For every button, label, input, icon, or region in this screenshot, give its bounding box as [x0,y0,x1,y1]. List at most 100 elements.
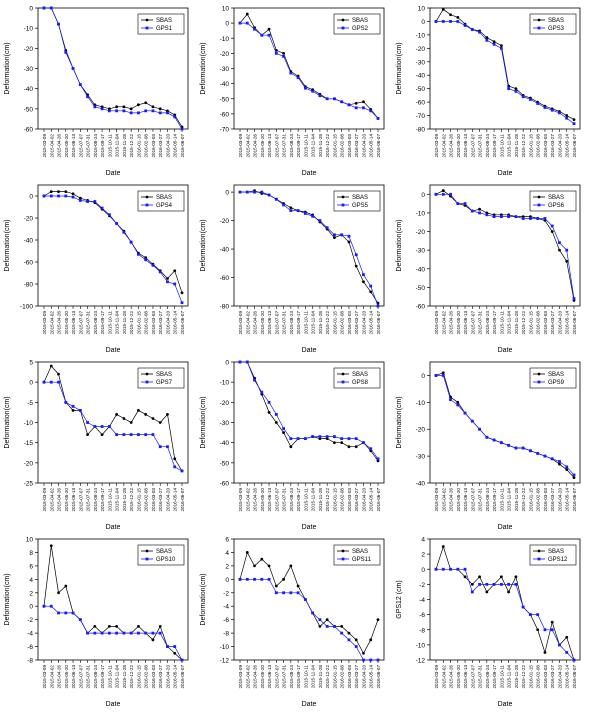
data-point-sbas [57,190,60,193]
data-point-gps10 [71,611,75,615]
x-tick-label: 2015-06-13 [463,134,468,158]
data-point-gps10 [57,611,60,615]
data-point-gps9 [521,446,525,450]
data-point-sbas [347,240,351,244]
data-point-gps9 [514,446,518,450]
x-axis-label: Date [498,170,513,177]
x-tick-label: 2015-07-07 [78,134,83,158]
x-axis-label: Date [302,701,317,708]
data-point-sbas [347,631,351,635]
series-line-sbas [435,372,575,478]
data-point-gps12 [514,582,518,586]
x-tick-label: 2015-03-09 [42,488,47,512]
data-point-gps5 [274,197,278,201]
y-tick-label: -5 [27,400,33,407]
x-tick-label: 2016-01-15 [528,665,533,689]
data-point-sbas [173,457,177,461]
legend-marker-gps5 [341,203,345,207]
series-line-sbas [239,551,379,655]
y-tick-label: -30 [220,66,230,73]
legend-marker-sbas [537,18,541,22]
chart-svg: 0 -10 -20 -30 -40 2015-03-09 2015-04-02 2015-04… [396,361,581,531]
x-tick-label: 2015-10-11 [303,134,308,158]
x-tick-label: 2016-02-08 [340,311,345,335]
data-point-gps7 [64,400,68,404]
data-point-gps4 [57,194,60,198]
data-point-sbas [492,40,496,44]
data-point-gps3 [529,98,532,101]
x-tick-label: 2015-04-02 [441,134,446,158]
data-point-gps11 [333,624,336,628]
legend-label: SBAS [548,195,564,201]
legend-marker-sbas [537,549,541,553]
data-point-gps6 [449,192,452,196]
data-point-gps7 [158,445,162,449]
data-point-sbas [499,575,503,579]
data-point-gps2 [296,76,300,79]
x-tick-label: 2015-11-28 [122,488,127,512]
data-point-gps1 [86,95,89,99]
data-point-sbas [180,291,184,295]
legend-label: GPS4 [156,203,173,209]
data-point-sbas [289,206,293,210]
x-axis-label: Date [498,701,513,708]
x-tick-label: 2016-05-14 [173,488,178,512]
x-tick-label: 2016-03-27 [354,488,359,512]
x-tick-label: 2016-03-27 [354,311,359,335]
legend-label: SBAS [352,18,368,24]
y-tick-label: -50 [220,96,230,103]
data-point-gps12 [529,613,532,617]
x-tick-label: 2015-04-02 [441,311,446,335]
x-tick-label: 2016-04-20 [361,488,366,512]
y-tick-label: -20 [416,427,426,434]
data-point-gps4 [49,194,53,198]
data-point-sbas [354,445,358,449]
data-point-sbas [333,236,336,240]
data-point-sbas [49,364,53,368]
data-point-gps3 [558,111,561,115]
x-tick-label: 2016-03-03 [151,311,156,335]
legend-marker-gps9 [537,380,541,384]
data-point-gps8 [303,437,307,441]
x-tick-label: 2016-06-07 [180,134,185,158]
data-point-gps2 [282,55,285,58]
data-point-gps9 [536,452,540,455]
x-tick-label: 2015-05-20 [260,311,265,335]
data-point-gps2 [274,51,278,55]
x-tick-label: 2015-07-31 [478,488,483,512]
x-tick-label: 2015-11-04 [507,311,512,335]
plot-frame [37,184,189,307]
y-tick-label: -8 [223,631,229,638]
data-point-gps8 [354,437,358,441]
data-point-gps5 [260,190,264,194]
x-tick-label: 2015-03-09 [42,665,47,689]
data-point-sbas [267,564,271,568]
x-tick-label: 2016-02-08 [340,134,345,158]
x-tick-label: 2015-09-17 [100,311,105,335]
legend-label: GPS9 [548,380,565,386]
legend-marker-gps12 [537,557,541,561]
x-tick-label: 2016-03-27 [354,665,359,689]
data-point-gps5 [376,304,380,308]
x-tick-label: 2016-03-03 [543,665,548,689]
data-point-sbas [151,105,155,109]
data-point-gps5 [311,214,315,218]
data-point-gps11 [311,611,315,615]
x-tick-label: 2016-03-03 [347,311,352,335]
x-axis-label: Date [498,524,513,531]
data-point-gps10 [151,631,155,635]
data-point-gps12 [572,658,576,662]
data-point-sbas [100,433,104,436]
x-axis-label: Date [106,347,121,354]
chart-panel-5: 0 -20 -40 -60 -80 2015-03-09 2015-04-02 2015-04… [196,177,392,359]
data-point-gps2 [325,97,329,101]
x-tick-label: 2015-10-11 [499,665,504,689]
y-tick-label: -40 [24,86,34,93]
data-point-gps10 [173,645,177,648]
data-point-sbas [282,431,285,434]
data-point-gps6 [536,217,540,220]
x-tick-label: 2015-11-04 [507,665,512,689]
legend-label: SBAS [156,549,172,555]
chart-panel-4: 0 -20 -40 -60 -80 -100 2015-03-09 2015-04-02 201… [0,177,196,359]
y-tick-label: 8 [29,550,33,557]
